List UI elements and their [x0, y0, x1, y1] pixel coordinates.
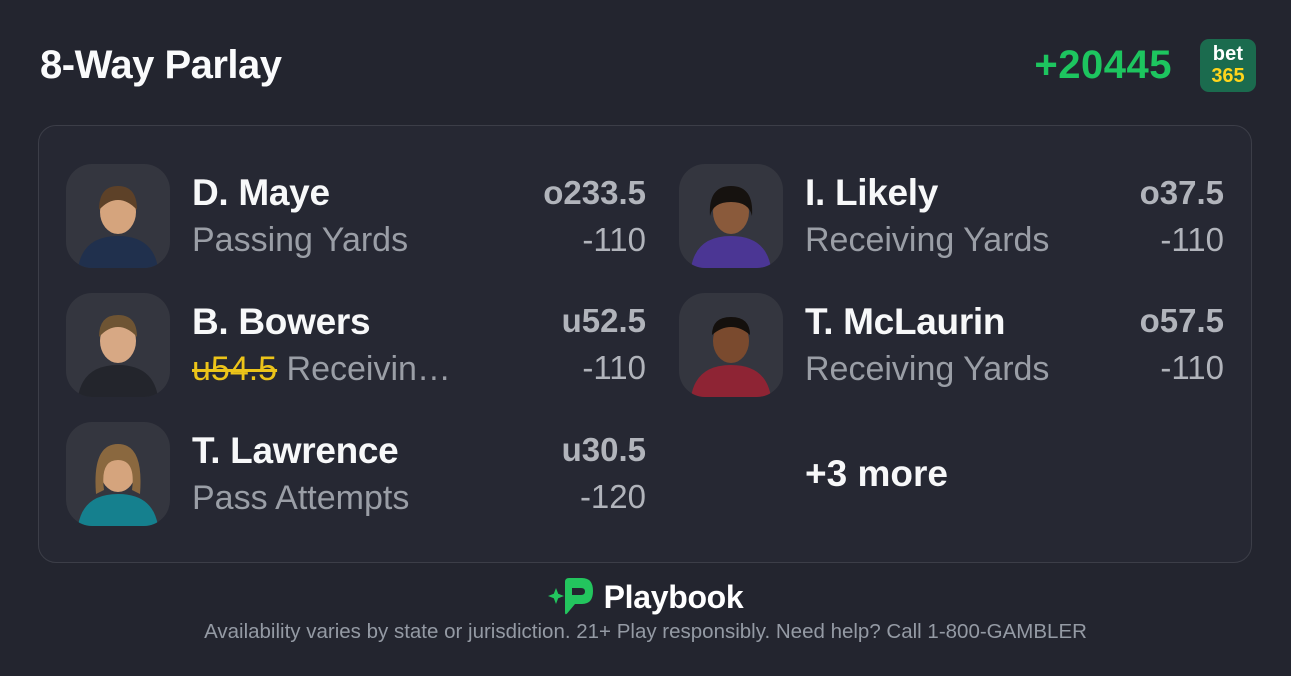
market-label: Receiving Yards — [805, 221, 1118, 260]
leg-text: I. Likely Receiving Yards — [805, 172, 1118, 260]
more-legs-label[interactable]: +3 more — [805, 452, 948, 494]
player-name: I. Likely — [805, 172, 939, 214]
parlay-leg: D. Maye Passing Yards o233.5 -110 — [66, 152, 646, 281]
player-silhouette-icon — [679, 164, 783, 269]
player-photo — [66, 164, 170, 269]
player-name: B. Bowers — [192, 300, 371, 342]
price-value: -110 — [1160, 349, 1224, 387]
more-legs-cell: +3 more — [679, 409, 1224, 538]
total-odds: +20445 — [1034, 42, 1172, 87]
line-value: u52.5 — [561, 302, 646, 340]
playbook-wordmark: Playbook — [603, 578, 744, 615]
parlay-card: D. Maye Passing Yards o233.5 -110 — [38, 125, 1252, 563]
player-silhouette-icon — [66, 164, 170, 269]
leg-text: T. McLaurin Receiving Yards — [805, 301, 1118, 389]
player-name: D. Maye — [192, 172, 330, 214]
parlay-leg: B. Bowers u54.5 Receivin… u52.5 -110 — [66, 281, 646, 410]
market-label: Receiving Yards — [805, 350, 1118, 389]
leg-odds: o37.5 -110 — [1140, 174, 1224, 259]
price-value: -120 — [579, 478, 646, 516]
market-text: Receiving Yards — [805, 221, 1050, 260]
player-name: T. McLaurin — [805, 300, 1006, 342]
player-photo — [66, 292, 170, 397]
player-photo — [679, 292, 783, 397]
parlay-leg: T. McLaurin Receiving Yards o57.5 -110 — [679, 281, 1224, 410]
price-value: -110 — [582, 349, 646, 387]
bet365-logo-line1: bet — [1212, 43, 1244, 65]
leg-odds: o57.5 -110 — [1140, 302, 1224, 387]
leg-text: T. Lawrence Pass Attempts — [192, 430, 540, 518]
price-value: -110 — [582, 220, 646, 258]
player-silhouette-icon — [66, 421, 170, 526]
line-value: u30.5 — [561, 431, 646, 469]
line-value: o233.5 — [543, 173, 646, 211]
line-value: o57.5 — [1139, 302, 1224, 340]
bet365-logo[interactable]: bet 365 — [1200, 38, 1256, 92]
leg-text: B. Bowers u54.5 Receivin… — [192, 301, 540, 389]
leg-odds: o233.5 -110 — [543, 174, 646, 259]
market-text: Receivin… — [286, 349, 451, 388]
bet365-logo-line2: 365 — [1211, 65, 1245, 87]
market-text: Passing Yards — [192, 221, 409, 260]
header: 8-Way Parlay +20445 bet 365 — [40, 36, 1256, 94]
playbook-logo-icon — [547, 575, 594, 619]
player-name: T. Lawrence — [192, 429, 399, 471]
player-photo — [66, 421, 170, 526]
market-text: Pass Attempts — [192, 478, 410, 517]
page-title: 8-Way Parlay — [40, 42, 282, 87]
parlay-leg: I. Likely Receiving Yards o37.5 -110 — [679, 152, 1224, 281]
line-value: o37.5 — [1139, 173, 1224, 211]
leg-odds: u30.5 -120 — [562, 431, 646, 516]
price-value: -110 — [1160, 220, 1224, 258]
playbook-brand: Playbook — [0, 574, 1291, 620]
header-right: +20445 bet 365 — [1034, 38, 1256, 92]
player-silhouette-icon — [679, 292, 783, 397]
market-label: Pass Attempts — [192, 479, 540, 518]
player-silhouette-icon — [66, 292, 170, 397]
player-photo — [679, 164, 783, 269]
legs-grid: D. Maye Passing Yards o233.5 -110 — [66, 152, 1224, 538]
parlay-leg: T. Lawrence Pass Attempts u30.5 -120 — [66, 409, 646, 538]
market-label: Passing Yards — [192, 221, 521, 260]
leg-odds: u52.5 -110 — [562, 302, 646, 387]
old-line-struck: u54.5 — [192, 349, 278, 388]
responsible-gambling-disclaimer: Availability varies by state or jurisdic… — [204, 620, 1087, 643]
market-text: Receiving Yards — [805, 349, 1050, 388]
market-label: u54.5 Receivin… — [192, 350, 540, 389]
leg-text: D. Maye Passing Yards — [192, 172, 521, 260]
